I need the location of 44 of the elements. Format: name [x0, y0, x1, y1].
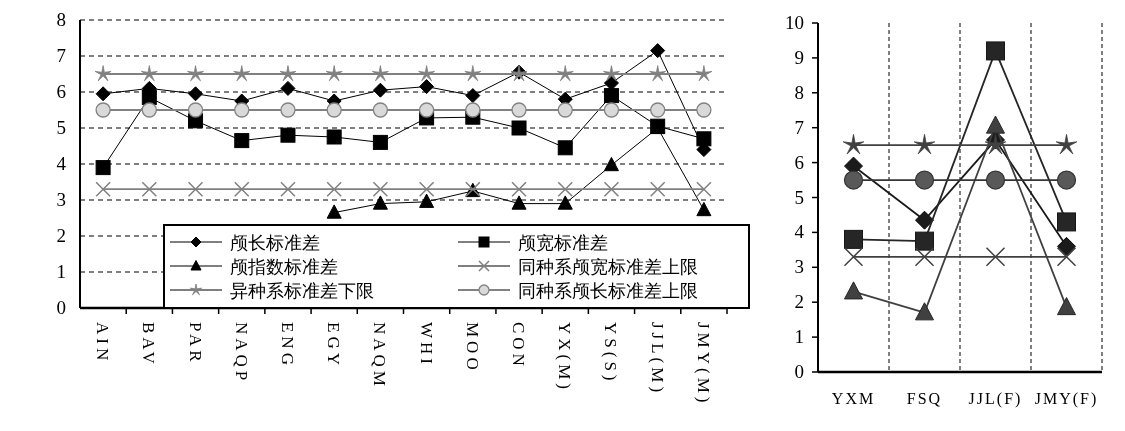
x-tick-label: JJL(F): [968, 390, 1023, 408]
y-tick-label: 6: [794, 151, 804, 173]
x-tick-label: BAV: [139, 322, 159, 368]
y-tick-label: 4: [794, 221, 805, 243]
y-tick-label: 9: [794, 46, 804, 68]
x-tick-label: NAQP: [231, 322, 251, 385]
y-tick-label: 8: [56, 9, 66, 30]
y-tick-label: 8: [794, 81, 804, 103]
legend-label: 颅宽标准差: [518, 232, 608, 253]
x-tick-label: EGY: [324, 322, 344, 369]
x-tick-label: ENG: [277, 322, 297, 369]
y-tick-label: 3: [794, 256, 804, 278]
x-tick-label: MOO: [462, 322, 482, 374]
legend-label: 颅指数标准差: [230, 256, 338, 277]
legend-label: 异种系标准差下限: [230, 280, 374, 301]
x-tick-label: CON: [509, 322, 529, 370]
x-tick-label: YS(S): [601, 322, 621, 385]
y-tick-label: 1: [794, 326, 804, 348]
x-tick-label: YXM: [831, 390, 876, 407]
y-tick-label: 6: [56, 81, 66, 102]
x-tick-label: JMY(F): [1034, 390, 1099, 408]
x-tick-label: WHI: [416, 322, 436, 368]
legend-label: 同种系颅宽标准差上限: [518, 256, 698, 277]
y-tick-label: 1: [56, 261, 66, 282]
y-tick-label: 2: [794, 291, 804, 313]
y-tick-label: 10: [785, 12, 804, 33]
y-tick-label: 7: [56, 45, 66, 66]
x-tick-label: JJL(M): [647, 322, 667, 397]
y-tick-label: 5: [794, 186, 804, 208]
legend-label: 同种系颅长标准差上限: [518, 280, 698, 301]
x-tick-label: NAQM: [370, 322, 390, 390]
x-tick-label: YX(M): [555, 322, 575, 393]
x-tick-label: JMY(M): [693, 322, 713, 407]
y-tick-label: 0: [56, 297, 66, 318]
y-tick-label: 3: [56, 189, 66, 210]
x-tick-label: PAR: [185, 322, 205, 366]
y-tick-label: 2: [56, 225, 66, 246]
y-tick-label: 0: [794, 361, 804, 382]
x-tick-label: AIN: [93, 322, 113, 365]
x-tick-label: FSQ: [906, 390, 943, 407]
y-tick-label: 5: [56, 117, 66, 138]
y-tick-label: 7: [794, 116, 804, 138]
legend-label: 颅长标准差: [230, 232, 320, 253]
y-tick-label: 4: [56, 153, 67, 174]
